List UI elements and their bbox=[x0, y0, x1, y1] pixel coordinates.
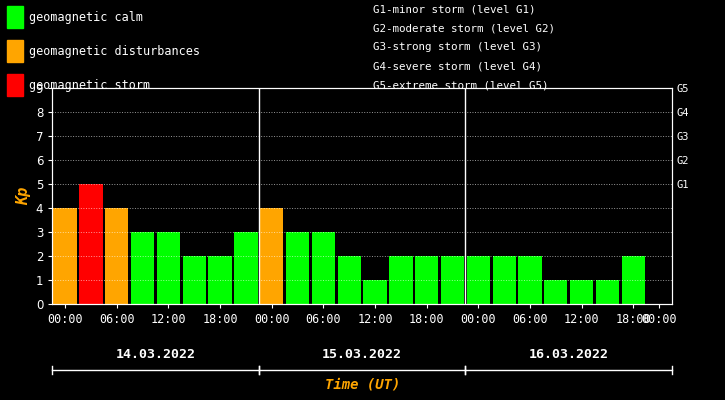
Y-axis label: Kp: Kp bbox=[17, 187, 31, 205]
Bar bbox=[363, 280, 386, 304]
Bar bbox=[286, 232, 309, 304]
Bar bbox=[183, 256, 206, 304]
Bar bbox=[544, 280, 568, 304]
Bar bbox=[518, 256, 542, 304]
Bar bbox=[79, 184, 102, 304]
Text: geomagnetic disturbances: geomagnetic disturbances bbox=[29, 44, 200, 58]
Bar bbox=[105, 208, 128, 304]
Text: G3-strong storm (level G3): G3-strong storm (level G3) bbox=[373, 42, 542, 52]
Text: G1-minor storm (level G1): G1-minor storm (level G1) bbox=[373, 4, 536, 14]
Bar bbox=[570, 280, 593, 304]
Bar bbox=[492, 256, 515, 304]
Bar bbox=[312, 232, 335, 304]
Bar bbox=[234, 232, 257, 304]
Text: geomagnetic calm: geomagnetic calm bbox=[29, 10, 143, 24]
Text: 16.03.2022: 16.03.2022 bbox=[529, 348, 609, 360]
Bar bbox=[131, 232, 154, 304]
Text: 14.03.2022: 14.03.2022 bbox=[115, 348, 196, 360]
Text: G5-extreme storm (level G5): G5-extreme storm (level G5) bbox=[373, 81, 549, 91]
Text: G2-moderate storm (level G2): G2-moderate storm (level G2) bbox=[373, 23, 555, 33]
Bar bbox=[467, 256, 490, 304]
Bar bbox=[209, 256, 232, 304]
Text: geomagnetic storm: geomagnetic storm bbox=[29, 78, 150, 92]
Text: Time (UT): Time (UT) bbox=[325, 378, 400, 392]
Bar bbox=[54, 208, 77, 304]
Bar bbox=[338, 256, 361, 304]
Text: G4-severe storm (level G4): G4-severe storm (level G4) bbox=[373, 62, 542, 72]
Bar bbox=[157, 232, 180, 304]
Bar bbox=[415, 256, 439, 304]
Text: 15.03.2022: 15.03.2022 bbox=[322, 348, 402, 360]
Bar bbox=[596, 280, 619, 304]
Bar bbox=[260, 208, 283, 304]
Bar bbox=[441, 256, 464, 304]
Bar bbox=[622, 256, 645, 304]
Bar bbox=[389, 256, 413, 304]
